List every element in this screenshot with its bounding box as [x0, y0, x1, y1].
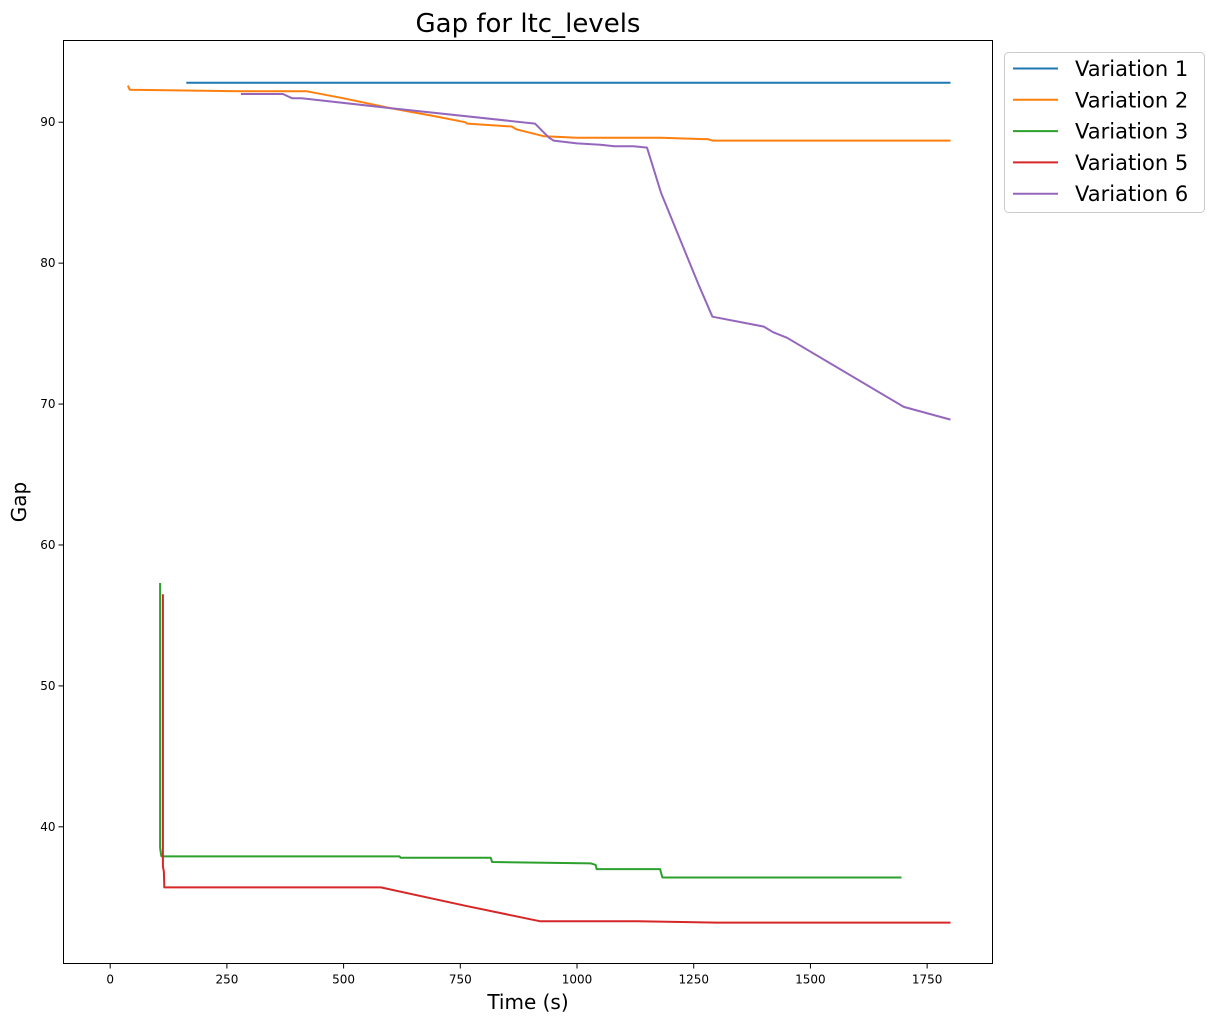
series-lines: [126, 81, 951, 924]
x-tick-label: 250: [215, 973, 238, 987]
y-axis-ticks: 40 50 60 70 80 90: [40, 115, 64, 834]
y-axis-label: Gap: [7, 482, 31, 522]
chart-title: Gap for ltc_levels: [416, 9, 641, 39]
x-axis-label: Time (s): [486, 990, 568, 1014]
legend-label-4: Variation 5: [1075, 151, 1188, 175]
legend-label-3: Variation 3: [1075, 120, 1188, 144]
x-tick-label: 1000: [562, 973, 593, 987]
x-tick-label: 500: [332, 973, 355, 987]
y-tick-label: 80: [40, 256, 55, 270]
legend-frame: [1004, 52, 1205, 213]
plot-area: 0 250 500 750 1000 1250 1500 1750 40 50 60 70 80 90: [40, 40, 993, 987]
x-axis-ticks: 0 250 500 750 1000 1250 1500 1750: [106, 963, 943, 987]
y-tick-label: 40: [40, 820, 55, 834]
series-line-4: [161, 594, 951, 924]
y-tick-label: 90: [40, 115, 55, 129]
series-line-2: [126, 85, 951, 142]
series-line-3: [159, 583, 902, 879]
legend: Variation 1 Variation 2 Variation 3 Variati…: [1004, 52, 1205, 213]
y-tick-label: 60: [40, 538, 55, 552]
plot-frame: [63, 40, 993, 964]
x-tick-label: 1750: [912, 973, 943, 987]
y-tick-label: 70: [40, 397, 55, 411]
x-tick-label: 1500: [795, 973, 826, 987]
y-tick-label: 50: [40, 679, 55, 693]
x-tick-label: 750: [449, 973, 472, 987]
x-tick-label: 0: [106, 973, 114, 987]
x-tick-label: 1250: [678, 973, 709, 987]
legend-label-1: Variation 1: [1075, 57, 1188, 81]
legend-label-5: Variation 6: [1075, 182, 1188, 206]
series-line-5: [240, 93, 951, 421]
legend-label-2: Variation 2: [1075, 88, 1188, 112]
